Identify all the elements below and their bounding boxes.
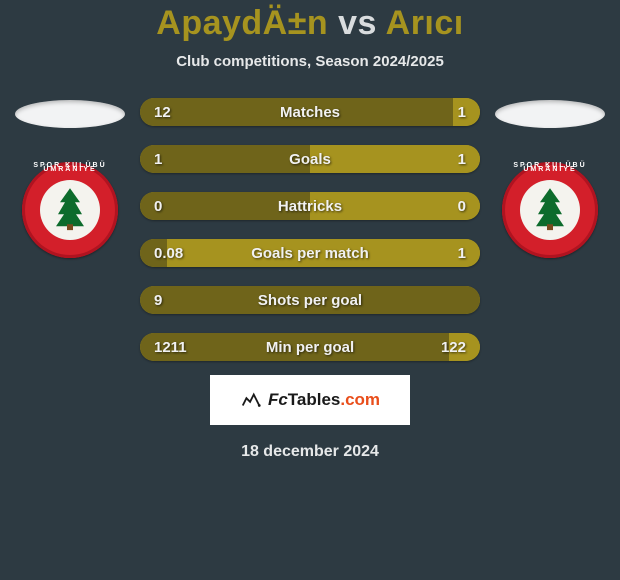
badge-text-bottom: SPOR KULÜBÜ — [22, 162, 118, 254]
stat-bar: 1211Min per goal122 — [140, 333, 480, 361]
stat-bar: 12Matches1 — [140, 98, 480, 126]
comparison-date: 18 december 2024 — [241, 443, 379, 461]
player2-avatar-placeholder — [495, 100, 605, 128]
fctables-logo-icon — [240, 389, 262, 411]
brand-text: FcTables.com — [268, 390, 380, 410]
comparison-card: ApaydÄ±n vs Arıcı Club competitions, Sea… — [0, 0, 620, 461]
stat-bar: 0.08Goals per match1 — [140, 239, 480, 267]
player1-club-badge: ÜMRANİYE SPOR KULÜBÜ — [22, 162, 118, 258]
bar-segment-left — [140, 98, 453, 126]
player2-name: Arıcı — [386, 4, 464, 42]
vs-label: vs — [338, 4, 377, 42]
bar-segment-left — [140, 239, 167, 267]
stat-bar: 0Hattricks0 — [140, 192, 480, 220]
badge-text-bottom: SPOR KULÜBÜ — [502, 162, 598, 254]
bar-segment-right — [453, 98, 480, 126]
bar-segment-right — [310, 192, 480, 220]
fctables-link[interactable]: FcTables.com — [210, 375, 410, 425]
player1-name: ApaydÄ±n — [156, 4, 328, 42]
bar-segment-left — [140, 286, 480, 314]
bar-segment-right — [167, 239, 480, 267]
stats-bars: 12Matches1 1Goals1 0Hattricks0 0.08Goals pe… — [140, 98, 480, 361]
bar-segment-left — [140, 145, 310, 173]
page-title: ApaydÄ±n vs Arıcı — [156, 4, 463, 43]
main-row: ÜMRANİYE SPOR KULÜBÜ 12Matches1 1Goals1 0H… — [0, 98, 620, 361]
player1-avatar-placeholder — [15, 100, 125, 128]
bar-segment-left — [140, 333, 449, 361]
subtitle: Club competitions, Season 2024/2025 — [176, 53, 444, 70]
brand-suffix: Tables — [288, 390, 341, 409]
right-side: ÜMRANİYE SPOR KULÜBÜ — [490, 98, 610, 258]
stat-bar: 1Goals1 — [140, 145, 480, 173]
bar-segment-left — [140, 192, 310, 220]
bar-segment-right — [310, 145, 480, 173]
brand-tld: .com — [340, 390, 380, 409]
bar-segment-right — [449, 333, 480, 361]
player2-club-badge: ÜMRANİYE SPOR KULÜBÜ — [502, 162, 598, 258]
stat-bar: 9Shots per goal — [140, 286, 480, 314]
brand-prefix: Fc — [268, 390, 288, 409]
left-side: ÜMRANİYE SPOR KULÜBÜ — [10, 98, 130, 258]
